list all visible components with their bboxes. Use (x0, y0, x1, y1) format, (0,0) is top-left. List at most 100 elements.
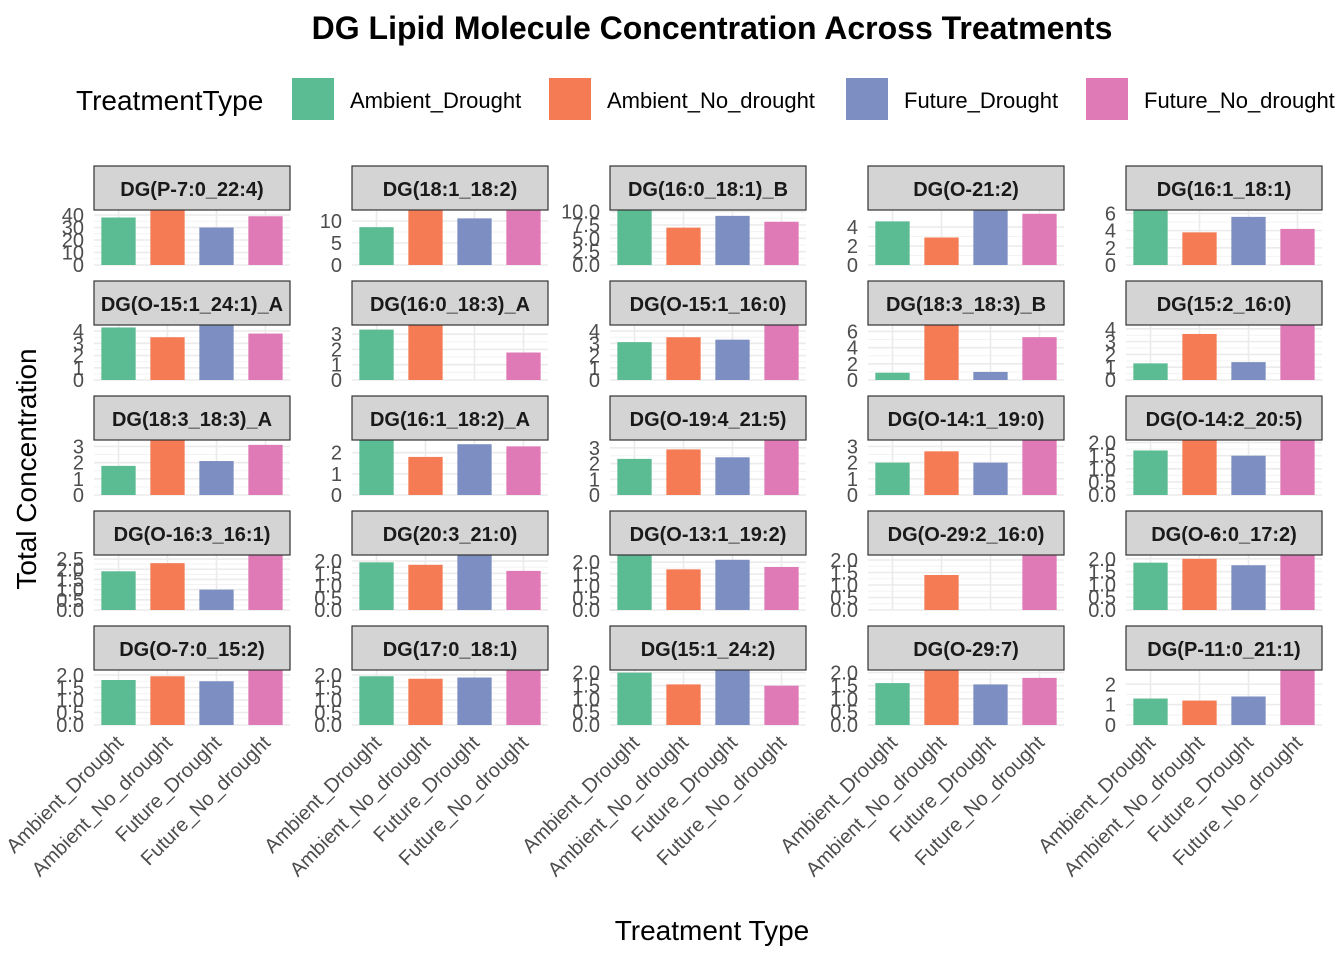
facet-panel: 0.00.51.01.52.0 DG(O-6:0_17:2) (1088, 510, 1323, 622)
bar (359, 562, 394, 610)
facet-strip-label: DG(15:1_24:2) (641, 639, 776, 661)
bar (1022, 213, 1057, 265)
chart-title: DG Lipid Molecule Concentration Across T… (312, 10, 1113, 46)
legend-item: Ambient_Drought (292, 78, 521, 120)
facet-panel: 0.00.51.01.52.0 DG(O-29:2_16:0) (830, 510, 1065, 622)
bar (1231, 455, 1266, 495)
facet-strip-label: DG(17:0_18:1) (383, 639, 518, 661)
y-tick-label: 2.0 (56, 559, 84, 581)
bar (1231, 696, 1266, 725)
y-tick-label: 1.5 (314, 678, 342, 700)
legend-label: Future_Drought (904, 88, 1058, 113)
y-tick-label: 1 (589, 469, 600, 491)
bar (150, 563, 185, 610)
y-tick-label: 0.5 (572, 702, 600, 724)
bar (715, 559, 750, 610)
facet-panel: 0.00.51.01.52.0DG(O-29:7)Ambient_Drought… (776, 625, 1065, 881)
legend-swatch (292, 78, 334, 120)
bar (408, 564, 443, 610)
facet-panel: 0.00.51.01.52.0DG(17:0_18:1)Ambient_Drou… (260, 625, 549, 881)
legend-item: Future_No_drought (1086, 78, 1335, 120)
facet-strip (609, 165, 807, 211)
y-tick-label: 0.5 (56, 590, 84, 612)
facet-strip-label: DG(16:0_18:1)_B (628, 179, 788, 201)
facet-strip (93, 510, 291, 556)
bar (457, 444, 492, 495)
bar (715, 215, 750, 265)
bar (1182, 700, 1217, 725)
bar (248, 670, 283, 725)
facet-strip (351, 510, 549, 556)
y-tick-label: 7.5 (572, 215, 600, 237)
bar (617, 458, 652, 495)
y-tick-label: 1.5 (56, 569, 84, 591)
legend-item: Future_Drought (846, 78, 1058, 120)
bar (1022, 337, 1057, 380)
y-tick-label: 3 (847, 436, 858, 458)
y-tick-label: 1.5 (830, 676, 858, 698)
bar (666, 449, 701, 495)
bar (764, 440, 799, 495)
y-tick-label: 1.0 (830, 575, 858, 597)
y-tick-label: 2.0 (572, 552, 600, 574)
legend-swatch (846, 78, 888, 120)
facet-strip (93, 625, 291, 671)
y-tick-label: 0.5 (1088, 587, 1116, 609)
facet-strip-label: DG(O-29:2_16:0) (888, 524, 1045, 546)
y-tick-label: 0.0 (1088, 485, 1116, 507)
facet-strip (1125, 280, 1323, 326)
y-tick-label: 2.0 (830, 663, 858, 685)
y-tick-label: 0 (847, 370, 858, 392)
y-tick-label: 0.5 (56, 703, 84, 725)
bar (617, 210, 652, 265)
y-tick-label: 1.0 (56, 580, 84, 602)
y-tick-label: 1.0 (314, 690, 342, 712)
y-tick-label: 4 (73, 321, 84, 343)
legend-item: Ambient_No_drought (549, 78, 815, 120)
facet-strip (93, 280, 291, 326)
bar (408, 678, 443, 725)
y-tick-label: 0.5 (830, 588, 858, 610)
y-tick-label: 2.0 (572, 663, 600, 685)
bar (764, 221, 799, 265)
bar (101, 571, 136, 610)
bar (150, 440, 185, 495)
y-tick-label: 0.5 (314, 588, 342, 610)
bar (1231, 362, 1266, 380)
bar (875, 221, 910, 265)
bar (457, 218, 492, 265)
y-tick-label: 0.5 (830, 702, 858, 724)
bar (1231, 565, 1266, 610)
facet-panel: 0.00.51.01.52.0 DG(20:3_21:0) (314, 510, 549, 622)
y-tick-label: 2 (847, 354, 858, 376)
y-tick-label: 2.0 (314, 665, 342, 687)
bar (101, 680, 136, 725)
bar (359, 676, 394, 725)
bar (924, 451, 959, 495)
facet-strip-label: DG(16:0_18:3)_A (370, 294, 530, 316)
facet-strip-label: DG(P-11:0_21:1) (1147, 639, 1300, 661)
bar (1280, 670, 1315, 725)
bar (924, 670, 959, 725)
y-tick-label: 1 (847, 469, 858, 491)
y-tick-label: 1 (589, 358, 600, 380)
y-tick-label: 20 (62, 230, 84, 252)
facet-strip-label: DG(O-13:1_19:2) (630, 524, 787, 546)
bar (973, 462, 1008, 495)
y-tick-label: 2.0 (56, 665, 84, 687)
bar (199, 325, 234, 380)
facet-strip (867, 280, 1065, 326)
y-tick-label: 4 (1105, 221, 1116, 243)
y-tick-label: 1.5 (572, 676, 600, 698)
y-tick-label: 0 (589, 370, 600, 392)
facet-strip (1125, 625, 1323, 671)
bar (764, 325, 799, 380)
bar (617, 342, 652, 380)
bar (248, 444, 283, 495)
bar (875, 462, 910, 495)
y-tick-label: 0.0 (1088, 600, 1116, 622)
